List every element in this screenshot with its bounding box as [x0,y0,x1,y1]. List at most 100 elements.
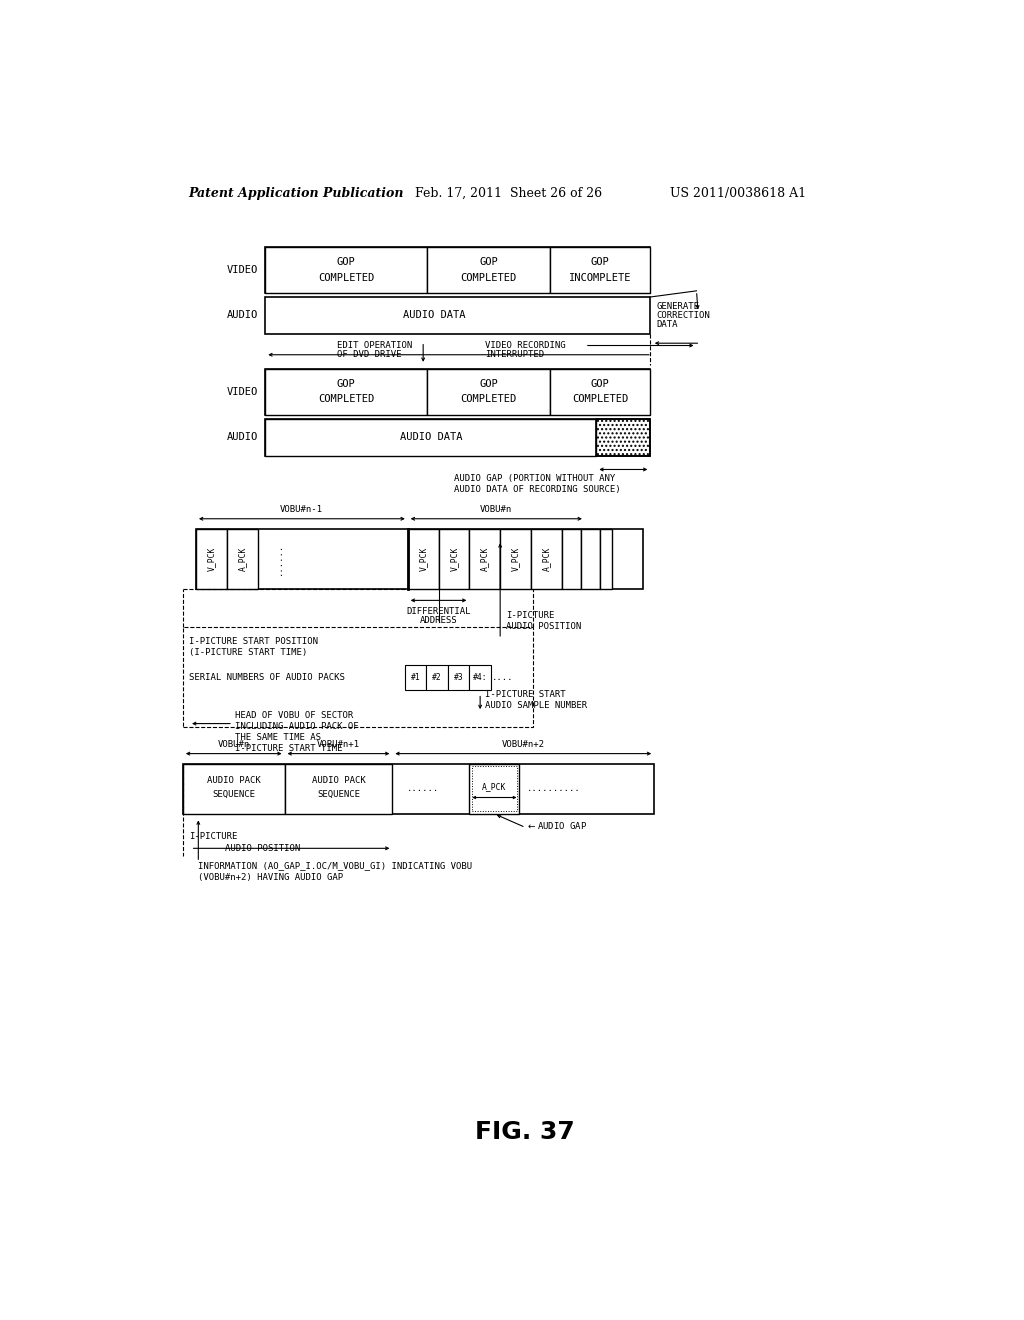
Bar [196,529,643,589]
Text: DATA: DATA [656,321,678,329]
Bar [531,529,562,589]
Text: GOP: GOP [479,379,498,389]
Bar [469,529,500,589]
Text: SEQUENCE: SEQUENCE [317,789,360,799]
Text: THE SAME TIME AS: THE SAME TIME AS [236,733,322,742]
Text: A_PCK: A_PCK [542,546,551,572]
Text: VIDEO: VIDEO [226,387,258,397]
Text: AUDIO DATA OF RECORDING SOURCE): AUDIO DATA OF RECORDING SOURCE) [454,484,621,494]
Bar [447,665,469,689]
Text: VOBU#n: VOBU#n [480,506,512,513]
Bar [196,529,226,589]
Text: INCOMPLETE: INCOMPLETE [569,273,632,282]
Bar [427,247,550,293]
Text: GOP: GOP [591,257,609,268]
Text: ADDRESS: ADDRESS [420,616,458,624]
Bar [183,763,654,813]
Text: INFORMATION (AO_GAP_I.OC/M_VOBU_GI) INDICATING VOBU: INFORMATION (AO_GAP_I.OC/M_VOBU_GI) INDI… [199,862,472,870]
Bar [408,529,438,589]
Bar [183,627,534,727]
Text: FIG. 37: FIG. 37 [475,1121,574,1144]
Bar [404,665,426,689]
Text: INCLUDING AUDIO PACK OF: INCLUDING AUDIO PACK OF [236,722,358,731]
Text: GOP: GOP [337,379,355,389]
Text: #1: #1 [411,673,420,682]
Text: V_PCK: V_PCK [511,546,520,572]
Text: CORRECTION: CORRECTION [656,312,711,319]
Text: #3: #3 [454,673,464,682]
Text: (I-PICTURE START TIME): (I-PICTURE START TIME) [189,648,307,657]
Text: GOP: GOP [337,257,355,268]
Text: COMPLETED: COMPLETED [461,395,517,404]
Bar [596,418,650,455]
Text: EDIT OPERATION: EDIT OPERATION [337,341,413,350]
Bar [265,247,427,293]
Text: Feb. 17, 2011  Sheet 26 of 26: Feb. 17, 2011 Sheet 26 of 26 [416,186,602,199]
Text: A_PCK: A_PCK [238,546,247,572]
Bar [265,418,650,455]
Text: US 2011/0038618 A1: US 2011/0038618 A1 [670,186,806,199]
Text: (VOBU#n+2) HAVING AUDIO GAP: (VOBU#n+2) HAVING AUDIO GAP [199,873,343,882]
Text: SERIAL NUMBERS OF AUDIO PACKS: SERIAL NUMBERS OF AUDIO PACKS [189,673,345,682]
Text: COMPLETED: COMPLETED [461,273,517,282]
Bar [183,763,285,813]
Text: AUDIO DATA: AUDIO DATA [399,432,462,442]
Text: AUDIO GAP (PORTION WITHOUT ANY: AUDIO GAP (PORTION WITHOUT ANY [454,474,615,483]
Text: ....: .... [492,673,513,682]
Text: GENERATE: GENERATE [656,302,699,310]
Bar [265,247,650,293]
Text: A_PCK: A_PCK [480,546,489,572]
Text: SEQUENCE: SEQUENCE [212,789,255,799]
Text: I-PICTURE: I-PICTURE [189,833,238,841]
Bar [426,665,447,689]
Text: COMPLETED: COMPLETED [572,395,629,404]
Text: AUDIO PACK: AUDIO PACK [311,776,366,785]
Text: ......: ...... [407,784,439,793]
Bar [500,529,531,589]
Bar [469,665,490,689]
Text: A_PCK: A_PCK [482,783,506,791]
Text: COMPLETED: COMPLETED [318,395,375,404]
Text: VIDEO: VIDEO [226,265,258,275]
Text: AUDIO POSITION: AUDIO POSITION [225,843,300,853]
Text: V_PCK: V_PCK [419,546,428,572]
Bar [562,529,581,589]
Bar [285,763,392,813]
Bar [438,529,469,589]
Text: #2: #2 [432,673,442,682]
Bar [265,368,650,414]
Text: VOBU#n: VOBU#n [218,741,250,748]
Bar [265,418,596,455]
Text: V_PCK: V_PCK [450,546,459,572]
Bar [581,529,600,589]
Text: VOBU#n+2: VOBU#n+2 [502,741,545,748]
Text: AUDIO SAMPLE NUMBER: AUDIO SAMPLE NUMBER [484,701,587,710]
Text: AUDIO POSITION: AUDIO POSITION [506,622,582,631]
Bar [427,368,550,414]
Text: COMPLETED: COMPLETED [318,273,375,282]
Bar [550,368,650,414]
Text: I-PICTURE START POSITION: I-PICTURE START POSITION [189,636,318,645]
Text: VOBU#n+1: VOBU#n+1 [317,741,360,748]
Text: VOBU#n-1: VOBU#n-1 [280,506,323,513]
Text: AUDIO: AUDIO [226,432,258,442]
Bar [469,763,519,813]
Text: AUDIO PACK: AUDIO PACK [207,776,261,785]
Bar [265,297,650,334]
Text: ......: ...... [273,543,283,576]
Text: Patent Application Publication: Patent Application Publication [188,186,403,199]
Bar [226,529,258,589]
Text: INTERRUPTED: INTERRUPTED [484,350,544,359]
Bar [600,529,611,589]
Text: HEAD OF VOBU OF SECTOR: HEAD OF VOBU OF SECTOR [236,711,353,721]
Text: AUDIO: AUDIO [226,310,258,321]
Bar [472,766,517,812]
Text: I-PICTURE: I-PICTURE [506,611,555,620]
Text: VIDEO RECORDING: VIDEO RECORDING [484,341,565,350]
Text: ..........: .......... [527,784,581,793]
Bar [265,368,427,414]
Text: $\leftarrow$AUDIO GAP: $\leftarrow$AUDIO GAP [525,821,587,832]
Text: #4:: #4: [473,673,487,682]
Text: V_PCK: V_PCK [207,546,216,572]
Text: I-PICTURE START TIME: I-PICTURE START TIME [236,743,343,752]
